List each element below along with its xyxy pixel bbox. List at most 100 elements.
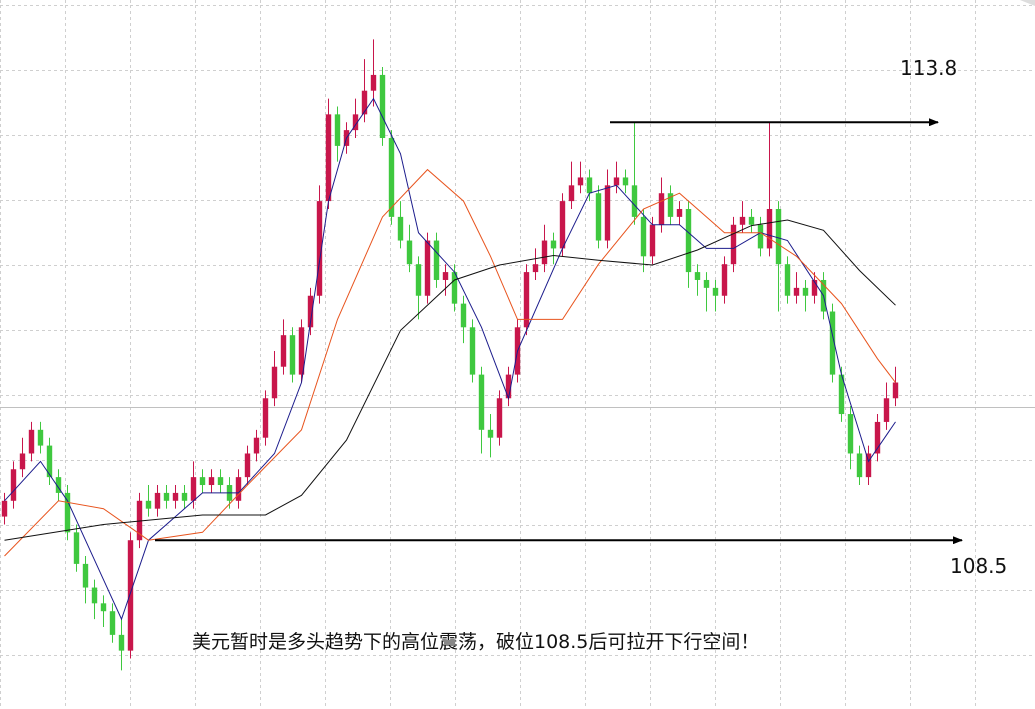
candle-body <box>568 185 575 202</box>
candle-body <box>73 532 80 564</box>
candle-body <box>676 208 683 217</box>
candle-body <box>145 500 152 509</box>
candle-body <box>523 272 530 328</box>
candle-body <box>460 303 467 328</box>
candle-body <box>433 240 440 280</box>
candle-body <box>82 563 89 588</box>
candle-body <box>793 287 800 296</box>
candle-body <box>496 398 503 438</box>
candle-body <box>55 477 62 493</box>
annotation: 美元暂时是多头趋势下的高位震荡，破位108.5后可拉开下行空间！ <box>192 631 759 653</box>
candle-body <box>235 477 242 501</box>
candle-body <box>694 272 701 280</box>
candle-body <box>703 279 710 288</box>
candle-body <box>784 264 791 296</box>
level-label: 113.8 <box>900 56 957 80</box>
candle-body <box>28 429 35 454</box>
candle-body <box>451 272 458 304</box>
candle-body <box>316 201 323 296</box>
corner-mark <box>1020 0 1035 6</box>
candle-body <box>748 216 755 225</box>
candle-body <box>352 114 359 131</box>
candle-body <box>172 492 179 501</box>
candle-body <box>622 177 629 186</box>
candle-body <box>280 335 287 367</box>
candle-body <box>739 216 746 225</box>
ma-line <box>4 97 896 621</box>
candle-body <box>586 177 593 194</box>
candle-body <box>604 185 611 241</box>
candle-body <box>847 414 854 454</box>
candle-body <box>163 492 170 501</box>
candle-body <box>10 469 17 501</box>
candle-body <box>559 201 566 249</box>
candle-body <box>199 477 206 486</box>
candle-body <box>712 287 719 296</box>
candle-body <box>244 453 251 478</box>
candle-body <box>64 492 71 533</box>
candle-body <box>109 611 116 635</box>
candle-body <box>271 366 278 399</box>
candle-body <box>190 477 197 501</box>
ma-line <box>4 219 896 541</box>
candle-body <box>370 74 377 91</box>
candle-body <box>541 240 548 265</box>
candle-body <box>685 208 692 273</box>
candle-body <box>19 453 26 470</box>
candle-body <box>829 311 836 375</box>
candle-body <box>874 421 881 454</box>
candle-body <box>892 382 899 399</box>
candle-body <box>577 177 584 186</box>
candles <box>1 39 899 671</box>
candle-body <box>118 634 125 651</box>
candle-body <box>289 335 296 375</box>
candle-body <box>406 240 413 265</box>
candle-body <box>667 193 674 217</box>
candle-body <box>307 295 314 328</box>
candle-body <box>487 429 494 438</box>
candle-body <box>442 272 449 280</box>
candle-body <box>838 374 845 415</box>
candle-body <box>1 500 8 517</box>
candle-body <box>613 177 620 186</box>
candle-body <box>775 208 782 265</box>
candle-body <box>424 240 431 296</box>
candle-body <box>127 540 134 651</box>
candle-body <box>334 114 341 146</box>
level-label: 108.5 <box>950 554 1007 578</box>
candle-body <box>100 603 107 612</box>
candle-body <box>766 208 773 249</box>
candle-body <box>91 587 98 604</box>
candle-body <box>802 287 809 296</box>
candle-body <box>856 453 863 478</box>
levels: 113.8 108.5 <box>155 56 1007 578</box>
candle-body <box>532 264 539 273</box>
candle-body <box>154 492 161 509</box>
candle-body <box>658 193 665 225</box>
candle-body <box>865 453 872 478</box>
candle-body <box>415 264 422 296</box>
ma-line <box>4 168 896 557</box>
candle-body <box>262 398 269 438</box>
candle-body <box>325 114 332 202</box>
candle-body <box>298 327 305 375</box>
candle-body <box>640 216 647 257</box>
candle-body <box>46 445 53 478</box>
candle-body <box>883 398 890 422</box>
candle-body <box>505 374 512 399</box>
candle-body <box>649 224 656 257</box>
candle-body <box>388 138 395 217</box>
candle-body <box>379 74 386 139</box>
candle-body <box>595 193 602 241</box>
candle-body <box>208 477 215 486</box>
candle-body <box>631 185 638 217</box>
candle-body <box>811 279 818 296</box>
moving-averages <box>4 97 896 621</box>
candle-body <box>469 327 476 375</box>
candle-body <box>253 437 260 454</box>
candle-body <box>721 264 728 296</box>
candle-body <box>37 429 44 446</box>
candle-body <box>361 90 368 115</box>
candle-body <box>181 492 188 501</box>
